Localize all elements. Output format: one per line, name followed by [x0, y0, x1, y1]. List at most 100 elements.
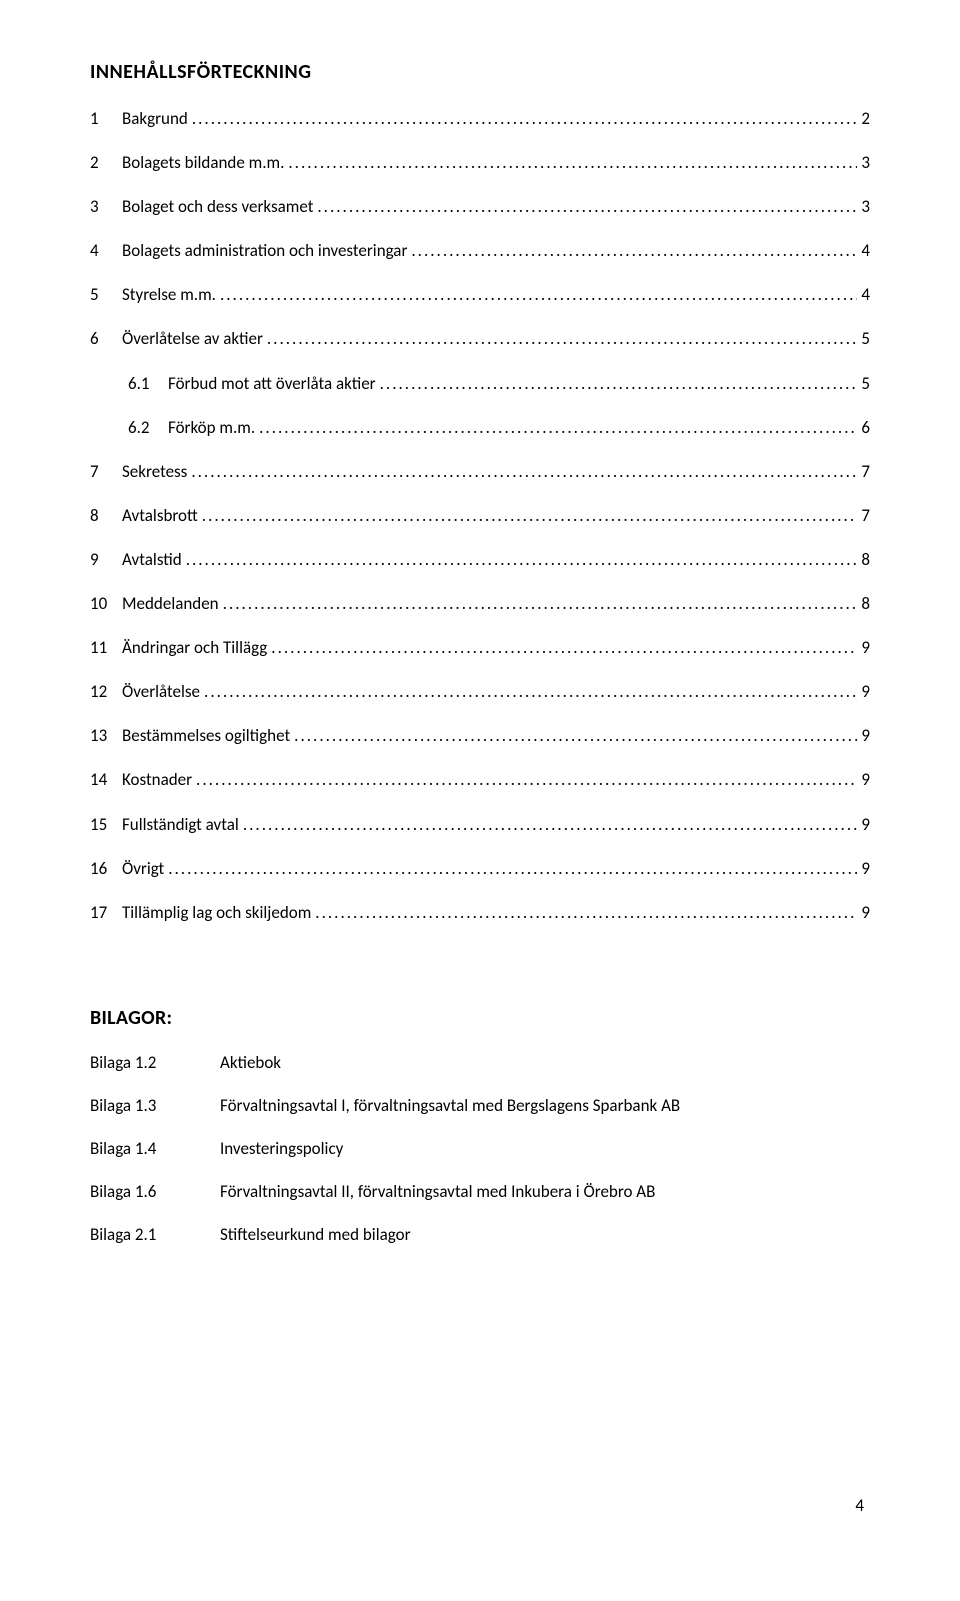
toc-row: 6.2Förköp m.m.6: [90, 417, 870, 439]
toc-label: Styrelse m.m.: [122, 284, 220, 306]
attachment-value: Investeringspolicy: [220, 1138, 870, 1159]
toc-label: Överlåtelse av aktier: [122, 328, 267, 350]
toc-number: 7: [90, 461, 122, 483]
toc-number: 2: [90, 152, 122, 174]
toc-page: 5: [857, 373, 870, 395]
toc-leader-dots: [259, 417, 857, 439]
toc-row: 14Kostnader 9: [90, 769, 870, 791]
toc-leader-dots: [294, 725, 857, 747]
toc-label: Avtalstid: [122, 549, 186, 571]
toc-row: 8Avtalsbrott 7: [90, 505, 870, 527]
toc-page: 7: [857, 505, 870, 527]
toc-row: 6Överlåtelse av aktier5: [90, 328, 870, 350]
toc-label: Bestämmelses ogiltighet: [122, 725, 294, 747]
toc-row: 13Bestämmelses ogiltighet 9: [90, 725, 870, 747]
toc-row: 11Ändringar och Tillägg 9: [90, 637, 870, 659]
toc-row: 7Sekretess7: [90, 461, 870, 483]
toc-page: 3: [857, 196, 870, 218]
toc-leader-dots: [204, 681, 857, 703]
toc-number: 11: [90, 637, 122, 659]
attachment-row: Bilaga 1.6Förvaltningsavtal II, förvaltn…: [90, 1181, 870, 1202]
toc-number: 12: [90, 681, 122, 703]
toc-page: 3: [857, 152, 870, 174]
toc-number: 14: [90, 769, 122, 791]
toc-number: 16: [90, 858, 122, 880]
attachment-row: Bilaga 1.2Aktiebok: [90, 1052, 870, 1073]
toc-page: 6: [857, 417, 870, 439]
toc-page: 8: [857, 549, 870, 571]
toc-leader-dots: [315, 902, 857, 924]
toc-leader-dots: [411, 240, 857, 262]
toc-leader-dots: [288, 152, 857, 174]
toc-label: Fullständigt avtal: [122, 814, 243, 836]
toc-label: Kostnader: [122, 769, 196, 791]
toc-label: Sekretess: [122, 461, 191, 483]
toc-page: 9: [857, 637, 870, 659]
attachment-key: Bilaga 2.1: [90, 1224, 220, 1245]
toc-row: 4Bolagets administration och investering…: [90, 240, 870, 262]
toc-label: Bolagets bildande m.m.: [122, 152, 288, 174]
toc-row: 12Överlåtelse 9: [90, 681, 870, 703]
attachment-key: Bilaga 1.2: [90, 1052, 220, 1073]
toc-row: 5Styrelse m.m. 4: [90, 284, 870, 306]
toc-row: 15Fullständigt avtal 9: [90, 814, 870, 836]
table-of-contents: 1Bakgrund22Bolagets bildande m.m.33Bolag…: [90, 108, 870, 924]
attachment-key: Bilaga 1.4: [90, 1138, 220, 1159]
toc-page: 4: [857, 284, 870, 306]
toc-label: Bakgrund: [122, 108, 192, 130]
spacer: [90, 946, 870, 1006]
toc-number: 10: [90, 593, 122, 615]
toc-number: 6.1: [128, 373, 168, 395]
toc-row: 6.1Förbud mot att överlåta aktier 5: [90, 373, 870, 395]
attachment-row: Bilaga 1.3Förvaltningsavtal I, förvaltni…: [90, 1095, 870, 1116]
toc-page: 9: [857, 902, 870, 924]
toc-leader-dots: [202, 505, 858, 527]
toc-leader-dots: [192, 108, 858, 130]
toc-page: 9: [857, 681, 870, 703]
attachment-value: Stiftelseurkund med bilagor: [220, 1224, 870, 1245]
toc-number: 9: [90, 549, 122, 571]
toc-number: 1: [90, 108, 122, 130]
toc-page: 4: [857, 240, 870, 262]
attachment-row: Bilaga 2.1Stiftelseurkund med bilagor: [90, 1224, 870, 1245]
toc-label: Bolaget och dess verksamet: [122, 196, 317, 218]
attachment-value: Aktiebok: [220, 1052, 870, 1073]
toc-leader-dots: [220, 284, 857, 306]
toc-number: 13: [90, 725, 122, 747]
toc-number: 4: [90, 240, 122, 262]
attachment-key: Bilaga 1.6: [90, 1181, 220, 1202]
toc-row: 2Bolagets bildande m.m. 3: [90, 152, 870, 174]
toc-label: Bolagets administration och investeringa…: [122, 240, 411, 262]
toc-page: 9: [857, 725, 870, 747]
toc-label: Meddelanden: [122, 593, 223, 615]
toc-leader-dots: [243, 814, 858, 836]
toc-label: Övrigt: [122, 858, 168, 880]
toc-page: 9: [857, 769, 870, 791]
toc-number: 6: [90, 328, 122, 350]
toc-row: 9Avtalstid 8: [90, 549, 870, 571]
attachments-list: Bilaga 1.2Aktiebok Bilaga 1.3Förvaltnings…: [90, 1052, 870, 1245]
toc-row: 3Bolaget och dess verksamet3: [90, 196, 870, 218]
toc-row: 1Bakgrund 2: [90, 108, 870, 130]
toc-page: 9: [857, 814, 870, 836]
toc-number: 8: [90, 505, 122, 527]
toc-leader-dots: [380, 373, 858, 395]
toc-number: 5: [90, 284, 122, 306]
attachment-key: Bilaga 1.3: [90, 1095, 220, 1116]
toc-label: Förbud mot att överlåta aktier: [168, 373, 380, 395]
page-title: INNEHÅLLSFÖRTECKNING: [90, 60, 870, 84]
attachment-row: Bilaga 1.4Investeringspolicy: [90, 1138, 870, 1159]
toc-page: 2: [857, 108, 870, 130]
toc-page: 7: [857, 461, 870, 483]
toc-leader-dots: [191, 461, 857, 483]
toc-leader-dots: [223, 593, 858, 615]
toc-label: Förköp m.m.: [168, 417, 259, 439]
toc-leader-dots: [267, 328, 857, 350]
toc-leader-dots: [271, 637, 857, 659]
toc-label: Överlåtelse: [122, 681, 204, 703]
toc-label: Avtalsbrott: [122, 505, 202, 527]
attachment-value: Förvaltningsavtal I, förvaltningsavtal m…: [220, 1095, 870, 1116]
toc-label: Ändringar och Tillägg: [122, 637, 271, 659]
toc-row: 10Meddelanden8: [90, 593, 870, 615]
toc-number: 15: [90, 814, 122, 836]
